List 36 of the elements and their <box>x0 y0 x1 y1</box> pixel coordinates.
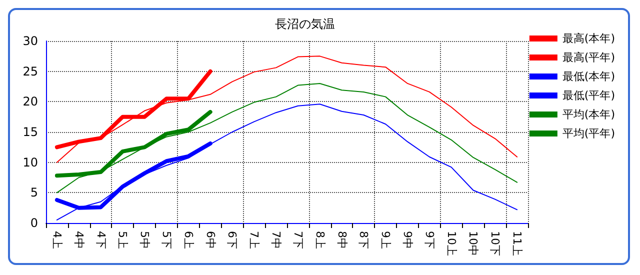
x-tick-label: 4上 <box>50 231 64 249</box>
y-tick-label: 20 <box>22 94 38 109</box>
y-tick-label: 5 <box>30 186 38 200</box>
x-tick-label: 9下 <box>422 231 436 249</box>
y-tick-label: 15 <box>22 125 38 139</box>
x-tick-label: 10中 <box>466 231 480 256</box>
x-tick-label: 11上 <box>510 231 524 256</box>
x-tick-label: 6中 <box>204 231 217 249</box>
legend-label: 平均(本年) <box>562 108 616 121</box>
x-tick-label: 4中 <box>72 231 86 249</box>
x-tick-label: 8下 <box>357 231 370 249</box>
x-tick-label: 10下 <box>488 231 502 256</box>
x-tick-label: 5下 <box>160 231 173 249</box>
x-tick-label: 5上 <box>116 231 130 249</box>
x-tick-label: 7上 <box>248 231 261 249</box>
legend-label: 最高(本年) <box>562 32 616 45</box>
x-tick-label: 7中 <box>270 231 283 249</box>
x-tick-label: 7下 <box>291 231 304 249</box>
x-tick-label: 5中 <box>138 231 152 249</box>
y-tick-label: 25 <box>22 64 38 78</box>
legend-label: 最低(本年) <box>562 70 616 83</box>
x-tick-label: 6下 <box>226 231 239 249</box>
x-tick-label: 8上 <box>313 231 326 249</box>
chart-title: 長沼の気温 <box>275 17 335 31</box>
y-tick-label: 30 <box>22 34 38 48</box>
x-tick-label: 9中 <box>401 231 414 249</box>
x-tick-label: 4下 <box>94 231 108 249</box>
legend-label: 最高(平年) <box>562 51 616 64</box>
x-tick-label: 9上 <box>379 231 392 249</box>
y-tick-label: 10 <box>22 155 38 170</box>
legend-label: 平均(平年) <box>562 127 616 140</box>
x-tick-label: 6上 <box>182 231 195 249</box>
legend-label: 最低(平年) <box>562 89 616 102</box>
x-tick-label: 8中 <box>335 231 348 249</box>
y-tick-label: 0 <box>30 216 38 230</box>
x-tick-label: 10上 <box>444 231 458 256</box>
